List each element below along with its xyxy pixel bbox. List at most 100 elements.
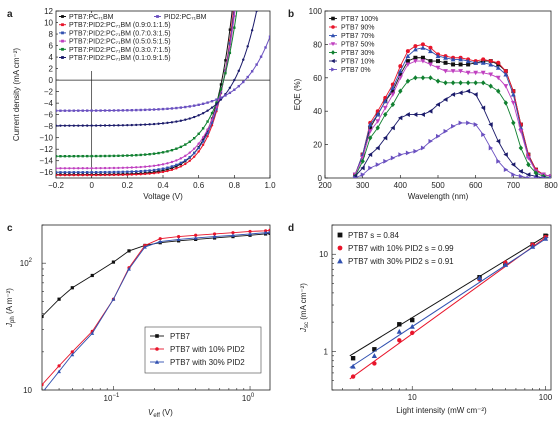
data-point <box>480 60 486 65</box>
data-point <box>375 125 380 131</box>
series-line <box>354 60 551 177</box>
data-point <box>59 167 62 170</box>
data-point <box>233 88 236 91</box>
data-point <box>201 111 205 115</box>
data-point <box>510 100 516 106</box>
data-point <box>161 107 165 111</box>
data-point <box>135 173 138 176</box>
data-point <box>175 106 178 110</box>
x-tick-label: 1.0 <box>264 181 276 190</box>
data-point <box>375 162 381 168</box>
data-point <box>148 108 151 111</box>
data-point <box>63 155 67 158</box>
data-point <box>117 170 120 174</box>
data-point <box>157 171 160 174</box>
data-point <box>450 92 456 97</box>
data-point <box>458 120 463 126</box>
data-point <box>170 160 174 164</box>
data-point <box>413 44 418 49</box>
y-axis-label-unit: (A m⁻²) <box>5 288 14 317</box>
data-point <box>242 80 245 84</box>
series-ptb7-100 <box>353 55 551 178</box>
data-point <box>108 154 111 158</box>
data-point <box>170 165 174 168</box>
data-point <box>398 64 403 69</box>
x-axis-label-sub: eff <box>153 413 160 419</box>
data-point <box>56 109 58 112</box>
panel-a-plot <box>56 11 270 177</box>
data-point <box>152 122 156 126</box>
x-axis-label: Voltage (V) <box>143 192 183 201</box>
data-point <box>90 331 95 335</box>
legend-entry-ptb7-30: PTB7 30% <box>341 50 374 57</box>
data-point <box>428 75 433 81</box>
data-point <box>375 112 381 117</box>
data-point <box>56 173 58 177</box>
y-tick-label: 20 <box>313 141 322 150</box>
data-point <box>488 59 493 64</box>
data-point <box>443 97 448 102</box>
data-point <box>398 152 403 158</box>
data-point <box>139 153 142 157</box>
data-point <box>112 124 116 127</box>
data-point <box>152 172 156 175</box>
data-point <box>397 68 403 74</box>
data-point <box>161 169 165 172</box>
data-point <box>435 65 441 71</box>
data-point <box>68 109 71 112</box>
data-point <box>158 239 163 244</box>
data-point <box>458 69 463 74</box>
data-point <box>111 297 116 301</box>
legend-marker <box>331 67 336 72</box>
data-point <box>56 155 58 158</box>
data-point <box>90 109 93 112</box>
data-point <box>193 137 196 140</box>
data-point <box>152 108 156 111</box>
panel-d-frame <box>331 224 552 391</box>
data-point <box>219 98 223 101</box>
data-point <box>184 162 187 166</box>
data-point <box>70 352 75 357</box>
data-point <box>215 98 218 101</box>
data-point <box>135 166 138 169</box>
x-axis-label: Wavelength (nm) <box>408 192 469 201</box>
legend-entry-ptb7-with-10-pid2-s-0-99: PTB7 with 10% PID2 s = 0.99 <box>348 244 454 253</box>
data-point <box>398 72 403 77</box>
data-point <box>375 119 381 124</box>
data-point <box>57 364 61 368</box>
legend-marker <box>61 31 64 35</box>
x-tick-label: 0.6 <box>193 181 205 190</box>
x-tick-label: 600 <box>469 181 483 190</box>
data-point <box>503 84 509 89</box>
data-point <box>56 167 58 170</box>
data-point <box>210 121 214 124</box>
legend-entry-ptb7-pid2-pc-bm-0-9-0-1-1-5: PTB7:PID2:PC₇₁BM (0.9:0.1:1.5) <box>69 22 171 29</box>
data-point <box>541 175 546 178</box>
data-point <box>518 125 524 130</box>
data-point <box>81 154 84 158</box>
data-point <box>360 165 365 171</box>
y-tick-label: 8 <box>49 30 54 39</box>
data-point <box>94 166 98 170</box>
data-point <box>450 69 456 74</box>
legend-marker <box>61 39 64 43</box>
data-point <box>526 175 531 178</box>
data-point <box>510 92 516 97</box>
data-point <box>368 125 373 130</box>
data-point <box>166 150 169 153</box>
data-point <box>166 107 169 110</box>
data-point <box>367 122 373 127</box>
data-point <box>420 45 426 50</box>
data-point <box>179 165 183 168</box>
data-point <box>121 170 125 174</box>
data-point <box>420 59 426 64</box>
data-point <box>428 48 433 54</box>
data-point <box>130 170 133 173</box>
data-point <box>224 71 227 75</box>
legend-marker <box>330 33 336 38</box>
data-point <box>121 109 125 112</box>
data-point <box>529 243 536 249</box>
data-point <box>473 92 478 97</box>
data-point <box>86 173 89 177</box>
data-point <box>103 170 107 174</box>
